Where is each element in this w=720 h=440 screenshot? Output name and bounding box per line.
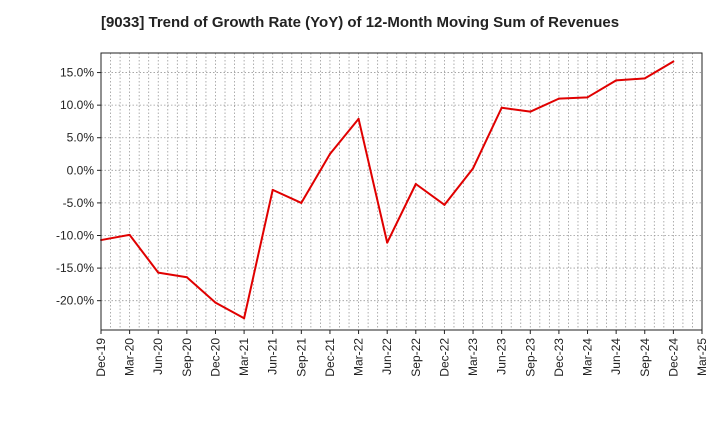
plot-border bbox=[100, 52, 703, 331]
data-point bbox=[386, 241, 389, 244]
data-point bbox=[529, 110, 532, 113]
x-tick-label: Dec-21 bbox=[323, 338, 337, 377]
series-layer bbox=[100, 60, 675, 320]
y-tick-label: 10.0% bbox=[60, 98, 94, 112]
x-tick-label: Mar-21 bbox=[237, 338, 251, 376]
x-tick-label: Sep-24 bbox=[638, 338, 652, 377]
x-tick-label: Mar-25 bbox=[695, 338, 709, 376]
y-tick-label: -20.0% bbox=[56, 294, 94, 308]
data-point bbox=[214, 301, 217, 304]
data-point bbox=[615, 79, 618, 82]
x-tick-label: Mar-20 bbox=[123, 338, 137, 376]
data-point bbox=[128, 233, 131, 236]
data-point bbox=[414, 183, 417, 186]
data-point bbox=[643, 77, 646, 80]
y-tick-label: 5.0% bbox=[67, 131, 95, 145]
x-tick-label: Dec-19 bbox=[94, 338, 108, 377]
data-point bbox=[157, 271, 160, 274]
x-tick-label: Dec-22 bbox=[437, 338, 451, 377]
x-tick-label: Dec-24 bbox=[666, 338, 680, 377]
x-tick-label: Jun-23 bbox=[495, 338, 509, 375]
data-point bbox=[271, 188, 274, 191]
y-tick-label: -5.0% bbox=[63, 196, 95, 210]
data-point bbox=[557, 97, 560, 100]
x-tick-label: Jun-24 bbox=[609, 338, 623, 375]
y-tick-label: -15.0% bbox=[56, 261, 94, 275]
y-tick-label: 15.0% bbox=[60, 66, 94, 80]
x-tick-label: Dec-23 bbox=[552, 338, 566, 377]
x-tick-label: Dec-20 bbox=[208, 338, 222, 377]
x-tick-label: Mar-22 bbox=[352, 338, 366, 376]
x-tick-label: Jun-20 bbox=[151, 338, 165, 375]
data-point bbox=[243, 317, 246, 320]
x-tick-label: Jun-21 bbox=[266, 338, 280, 375]
x-tick-label: Sep-22 bbox=[409, 338, 423, 377]
y-tick-label: -10.0% bbox=[56, 228, 94, 242]
plot-background bbox=[101, 53, 702, 330]
data-point bbox=[472, 167, 475, 170]
y-tick-label: 0.0% bbox=[67, 163, 95, 177]
axis-layer: -20.0% -15.0% -10.0% -5.0% 0.0% 5.0% 10.0% 15.0… bbox=[56, 66, 709, 377]
x-tick-label: Jun-22 bbox=[380, 338, 394, 375]
data-point bbox=[300, 201, 303, 204]
x-tick-label: Mar-23 bbox=[466, 338, 480, 376]
x-tick-label: Sep-20 bbox=[180, 338, 194, 377]
data-point bbox=[586, 96, 589, 99]
data-point bbox=[328, 153, 331, 156]
x-tick-label: Mar-24 bbox=[581, 338, 595, 376]
x-tick-label: Sep-21 bbox=[294, 338, 308, 377]
x-tick-label: Sep-23 bbox=[523, 338, 537, 377]
data-point bbox=[185, 276, 188, 279]
data-point bbox=[357, 117, 360, 120]
chart-title: [9033] Trend of Growth Rate (YoY) of 12-… bbox=[100, 14, 620, 31]
data-point bbox=[500, 106, 503, 109]
data-point bbox=[443, 203, 446, 206]
data-point bbox=[672, 60, 675, 63]
